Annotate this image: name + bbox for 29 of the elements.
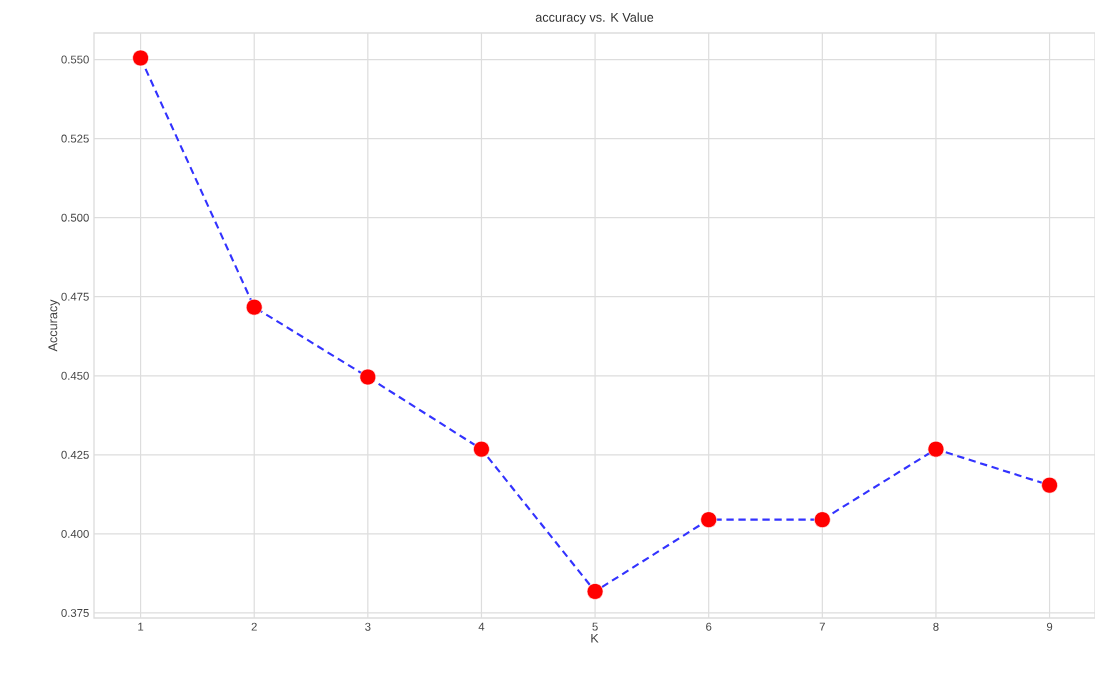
point (132, 49, 149, 67)
point (813, 511, 831, 528)
x-tick-label: 3 (365, 622, 371, 631)
point (1041, 476, 1058, 494)
x-tick-label: 8 (933, 622, 939, 631)
x-tick-label: 4 (478, 622, 485, 631)
point (245, 298, 263, 316)
point (586, 583, 604, 600)
y-axis-title: Accuracy (48, 299, 60, 352)
x-tick-label: 9 (1046, 622, 1053, 631)
x-tick-label: 7 (819, 622, 825, 631)
y-tick-label: 0.425 (61, 450, 89, 459)
y-tick-label: 0.500 (61, 213, 89, 222)
point (473, 440, 490, 458)
x-tick-label: 2 (251, 622, 257, 631)
x-tick-label: 1 (138, 622, 144, 631)
y-tick-label: 0.400 (61, 529, 89, 538)
y-tick-label: 0.450 (61, 371, 89, 380)
x-tick-label: 5 (592, 622, 598, 631)
point (927, 440, 945, 458)
y-tick-label: 0.525 (61, 134, 89, 143)
x-tick-label: 6 (706, 622, 712, 631)
point (359, 368, 377, 386)
point (700, 511, 718, 528)
y-tick-label: 0.550 (61, 55, 89, 64)
y-tick-label: 0.475 (61, 292, 89, 301)
x-axis-title: K (591, 633, 599, 643)
y-tick-label: 0.375 (61, 608, 89, 617)
chart-title: accuracy vs. K Value (535, 12, 654, 25)
